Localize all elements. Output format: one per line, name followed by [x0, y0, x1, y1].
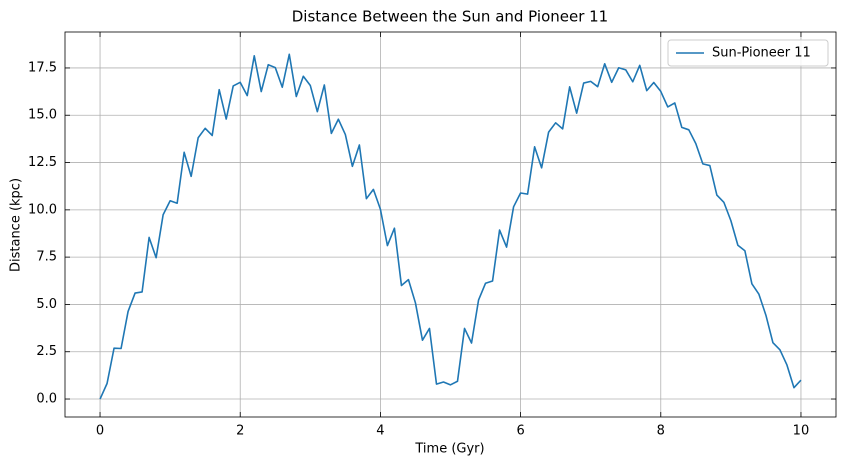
x-tick-label: 10: [793, 424, 810, 439]
x-tick-label: 8: [657, 424, 665, 439]
legend-label: Sun-Pioneer 11: [712, 46, 811, 61]
y-tick-label: 17.5: [28, 60, 57, 75]
chart-title: Distance Between the Sun and Pioneer 11: [292, 8, 608, 26]
y-tick-label: 15.0: [28, 108, 57, 123]
y-tick-label: 0.0: [36, 392, 57, 407]
x-tick-label: 2: [236, 424, 244, 439]
x-tick-label: 6: [516, 424, 524, 439]
y-tick-label: 5.0: [36, 297, 57, 312]
y-axis-label: Distance (kpc): [9, 178, 24, 272]
y-tick-label: 2.5: [36, 344, 57, 359]
plot-frame: [64, 31, 837, 418]
x-tick-label: 0: [96, 424, 104, 439]
y-tick-label: 7.5: [36, 250, 57, 265]
data-line: [99, 53, 802, 400]
x-axis-label: Time (Gyr): [414, 442, 484, 457]
y-tick-label: 10.0: [28, 202, 57, 217]
legend: Sun-Pioneer 11: [667, 39, 829, 67]
y-tick-label: 12.5: [28, 155, 57, 170]
legend-box: [667, 39, 829, 67]
x-tick-label: 4: [376, 424, 384, 439]
